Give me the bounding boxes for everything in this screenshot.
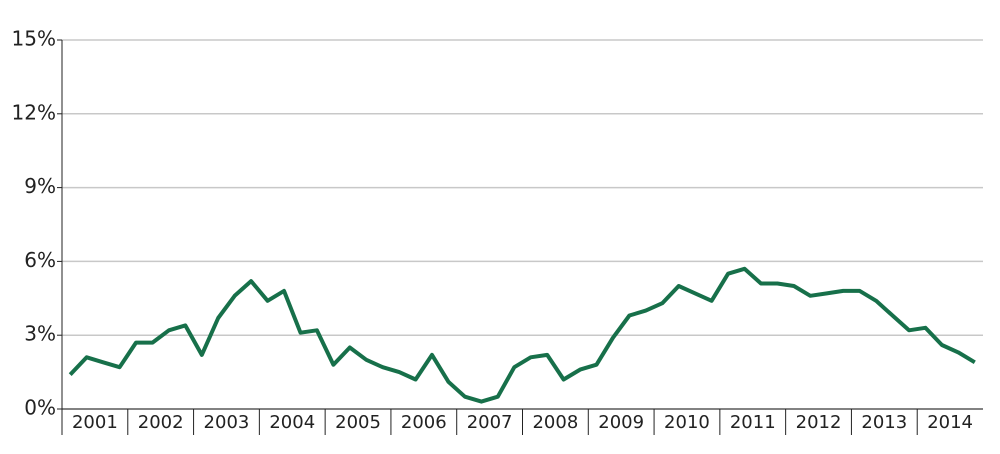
y-tick-label: 0% — [24, 396, 56, 420]
x-tick-label: 2009 — [598, 412, 644, 433]
y-tick-label: 15% — [12, 27, 56, 51]
line-series — [68, 266, 976, 404]
x-tick-label: 2006 — [401, 412, 447, 433]
y-tick-label: 12% — [12, 100, 56, 124]
x-tick-label: 2012 — [796, 412, 842, 433]
x-tick-label: 2001 — [72, 412, 118, 433]
y-tick-label: 9% — [24, 174, 56, 198]
x-tick-label: 2011 — [730, 412, 776, 433]
x-tick-label: 2005 — [335, 412, 381, 433]
x-tick-label: 2003 — [204, 412, 250, 433]
y-tick-label: 6% — [24, 248, 56, 272]
x-tick-label: 2007 — [467, 412, 513, 433]
x-tick-label: 2014 — [927, 412, 973, 433]
y-tick-label: 3% — [24, 322, 56, 346]
x-tick-label: 2002 — [138, 412, 184, 433]
x-tick-label: 2010 — [664, 412, 710, 433]
x-tick-label: 2008 — [532, 412, 578, 433]
x-tick-label: 2004 — [269, 412, 315, 433]
x-tick-label: 2013 — [861, 412, 907, 433]
